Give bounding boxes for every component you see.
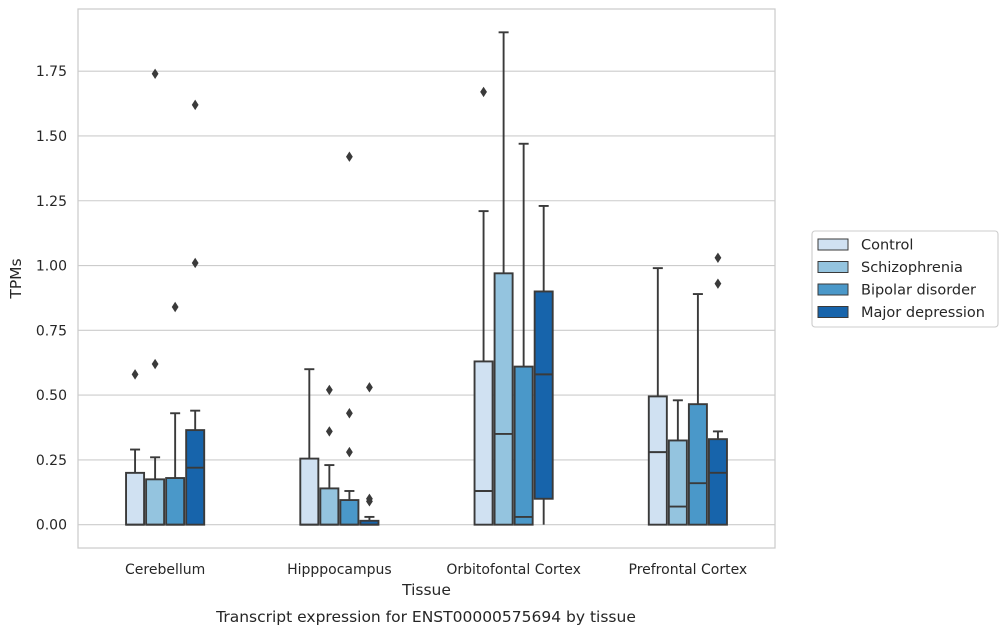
legend-swatch — [817, 283, 849, 296]
y-tick-labels: 0.00 0.25 0.50 0.75 1.00 1.25 1.50 1.75 — [36, 64, 67, 533]
x-tick-label: Orbitofontal Cortex — [446, 562, 581, 578]
box-body — [165, 477, 186, 526]
y-tick-label: 0.75 — [36, 323, 67, 339]
box-body — [473, 360, 494, 526]
legend-label: Control — [861, 238, 913, 254]
x-tick-label: Hipppocampus — [287, 562, 392, 578]
outlier-point — [325, 384, 333, 396]
box-3-3 — [707, 252, 728, 526]
box-2-0 — [165, 301, 186, 526]
box-body — [339, 499, 360, 526]
outlier-point — [714, 278, 722, 289]
box-2-2 — [513, 142, 534, 526]
legend-swatch — [817, 261, 849, 273]
box-1-3 — [667, 399, 688, 526]
outlier-point — [171, 301, 179, 313]
outlier-point — [345, 151, 353, 162]
box-0-0 — [125, 369, 146, 526]
legend-swatch — [817, 306, 849, 318]
box-body — [513, 365, 534, 526]
box-body — [687, 403, 708, 526]
y-tick-label: 1.00 — [36, 259, 67, 275]
box-body — [533, 290, 554, 500]
box-0-3 — [647, 267, 668, 526]
box-body — [145, 478, 166, 526]
outlier-point — [151, 68, 159, 79]
outlier-point — [191, 257, 199, 269]
box-1-1 — [319, 384, 340, 526]
box-2-3 — [687, 293, 708, 526]
legend: Control Schizophrenia Bipolar disorder Majo… — [811, 230, 999, 328]
x-tick-labels: Cerebellum Hipppocampus Orbitofontal Corte… — [125, 562, 747, 578]
box-2-1 — [339, 151, 360, 526]
box-0-1 — [299, 368, 320, 526]
y-tick-label: 0.50 — [36, 388, 67, 404]
outlier-point — [325, 426, 333, 437]
boxes — [125, 31, 728, 526]
y-tick-label: 0.25 — [36, 453, 67, 469]
legend-label: Bipolar disorder — [861, 283, 976, 299]
box-3-2 — [533, 204, 554, 525]
box-body — [667, 439, 688, 526]
outlier-point — [714, 252, 722, 263]
y-tick-label: 0.00 — [36, 518, 67, 534]
box-body — [319, 487, 340, 526]
box-body — [125, 471, 146, 526]
outlier-point — [345, 446, 353, 458]
legend-frame — [811, 230, 999, 328]
outlier-point — [366, 493, 373, 504]
y-tick-label: 1.50 — [36, 129, 67, 145]
y-axis-title: TPMs — [7, 258, 25, 299]
x-tick-label: Prefrontal Cortex — [629, 562, 748, 578]
y-tick-label: 1.75 — [36, 64, 67, 80]
box-body — [299, 457, 320, 526]
outlier-point — [191, 99, 199, 111]
box-body — [185, 429, 206, 526]
legend-swatch — [817, 238, 849, 251]
box-body — [493, 272, 514, 526]
box-3-0 — [185, 99, 206, 526]
outlier-point — [480, 86, 487, 98]
box-body — [707, 438, 728, 526]
x-tick-label: Cerebellum — [125, 562, 205, 578]
x-axis-title: Tissue — [401, 581, 451, 599]
y-tick-label: 1.25 — [36, 194, 67, 210]
outlier-point — [131, 369, 139, 380]
outlier-point — [366, 382, 373, 393]
outlier-point — [345, 408, 353, 419]
box-body — [647, 395, 668, 526]
legend-label: Major depression — [861, 305, 985, 321]
figure-caption: Transcript expression for ENST0000057569… — [215, 608, 636, 626]
outlier-point — [151, 358, 159, 370]
box-3-1 — [359, 382, 380, 526]
legend-label: Schizophrenia — [861, 260, 963, 276]
plot-frame — [77, 8, 776, 549]
box-1-2 — [493, 31, 514, 526]
box-1-0 — [145, 68, 166, 526]
box-0-2 — [473, 86, 494, 526]
